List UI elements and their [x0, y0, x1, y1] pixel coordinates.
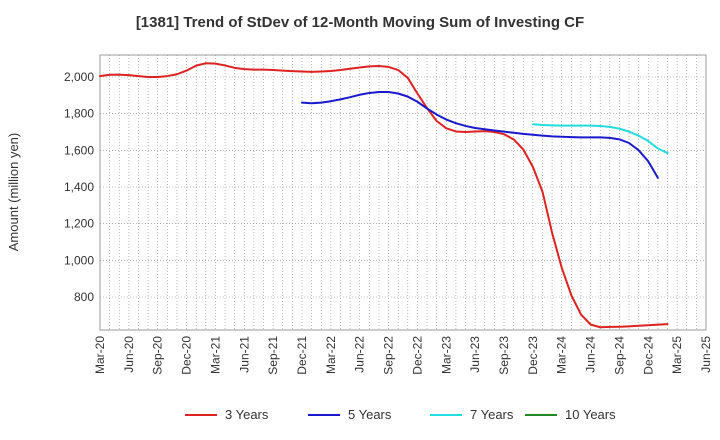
grid-lines — [100, 55, 706, 330]
y-tick-label: 1,000 — [64, 253, 94, 267]
x-tick-label: Jun-22 — [353, 336, 367, 373]
series-line-5-years — [301, 91, 659, 179]
series-lines — [99, 62, 669, 329]
y-tick-label: 1,800 — [64, 107, 94, 121]
y-tick-labels: 800 1,000 1,200 1,400 1,600 1,800 2,000 — [64, 70, 94, 304]
y-tick-label: 800 — [74, 290, 94, 304]
y-tick-label: 1,200 — [64, 217, 94, 231]
x-tick-label: Dec-23 — [526, 336, 540, 375]
y-axis-label: Amount (million yen) — [6, 133, 21, 252]
x-tick-label: Jun-21 — [237, 336, 251, 373]
x-tick-label: Dec-20 — [180, 336, 194, 375]
y-tick-label: 1,400 — [64, 180, 94, 194]
x-tick-label: Jun-25 — [699, 336, 713, 373]
plot-area-border — [99, 54, 707, 331]
x-tick-label: Jun-23 — [468, 336, 482, 373]
x-tick-label: Sep-21 — [266, 336, 280, 375]
x-tick-label: Mar-24 — [555, 336, 569, 374]
series-line-7-years — [531, 123, 669, 155]
x-tick-label: Dec-21 — [295, 336, 309, 375]
x-tick-label: Mar-22 — [324, 336, 338, 374]
legend-label: 5 Years — [348, 407, 392, 422]
x-tick-label: Jun-20 — [122, 336, 136, 373]
y-tick-label: 2,000 — [64, 70, 94, 84]
legend-label: 10 Years — [565, 407, 616, 422]
y-tick-label: 1,600 — [64, 143, 94, 157]
x-tick-label: Sep-23 — [497, 336, 511, 375]
x-tick-label: Dec-22 — [410, 336, 424, 375]
x-tick-label: Mar-21 — [208, 336, 222, 374]
chart-title: [1381] Trend of StDev of 12-Month Moving… — [135, 14, 585, 31]
x-tick-label: Mar-25 — [670, 336, 684, 374]
x-tick-label: Mar-23 — [439, 336, 453, 374]
legend-label: 3 Years — [225, 407, 269, 422]
x-tick-label: Jun-24 — [584, 336, 598, 373]
x-tick-label: Sep-24 — [612, 336, 626, 375]
series-line-3-years — [99, 62, 669, 329]
x-tick-label: Sep-20 — [151, 336, 165, 375]
x-tick-label: Dec-24 — [641, 336, 655, 375]
legend-label: 7 Years — [470, 407, 514, 422]
x-tick-label: Mar-20 — [93, 336, 107, 374]
x-tick-label: Sep-22 — [382, 336, 396, 375]
legend: 3 Years 5 Years 7 Years 10 Years — [185, 407, 616, 422]
x-tick-labels: Mar-20 Jun-20 Sep-20 Dec-20 Mar-21 Jun-21 Sep-… — [93, 336, 713, 375]
